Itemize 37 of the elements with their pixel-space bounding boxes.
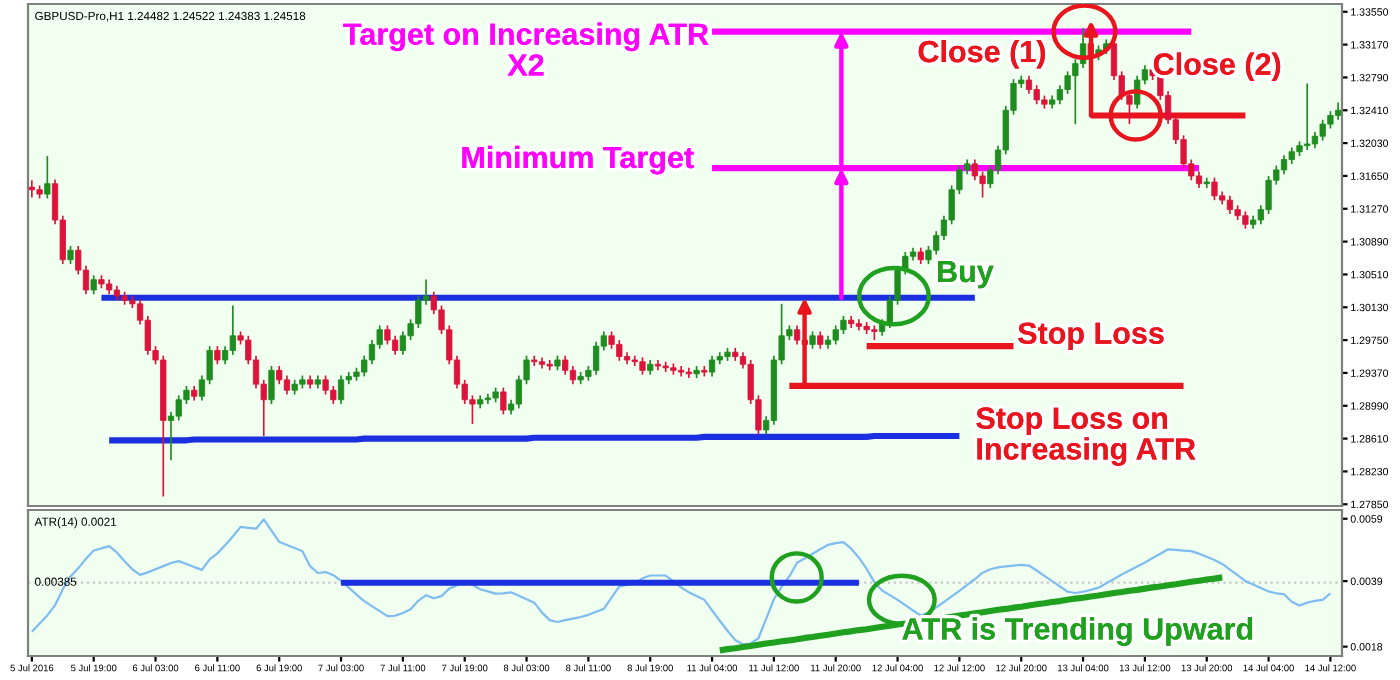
annotation: Close (1) bbox=[918, 39, 1045, 69]
annotation: Stop Loss on Increasing ATR bbox=[976, 407, 1196, 466]
candlestick bbox=[1033, 84, 1040, 106]
candlestick bbox=[268, 365, 275, 405]
candlestick bbox=[1226, 194, 1234, 215]
candlestick bbox=[832, 324, 839, 346]
candlestick bbox=[90, 274, 97, 296]
annotation: Target on Increasing ATR X2 bbox=[343, 22, 709, 76]
candlestick bbox=[500, 386, 507, 416]
candlestick bbox=[616, 339, 623, 362]
candlestick bbox=[1280, 154, 1288, 176]
annotation: Buy bbox=[938, 260, 994, 289]
candlestick bbox=[562, 354, 569, 376]
candlestick bbox=[214, 345, 221, 366]
candlestick bbox=[1211, 176, 1218, 201]
candlestick bbox=[44, 155, 51, 200]
candlestick bbox=[67, 245, 74, 265]
line-series bbox=[30, 518, 1332, 646]
candlestick bbox=[569, 365, 577, 386]
candlestick bbox=[337, 374, 345, 405]
annotation: Stop Loss bbox=[1018, 322, 1164, 351]
candlestick bbox=[399, 330, 406, 356]
candlestick bbox=[322, 374, 329, 396]
candlestick bbox=[1304, 82, 1311, 151]
candlestick bbox=[229, 304, 236, 356]
annotation: Close (2) bbox=[1153, 52, 1281, 81]
candlestick bbox=[1025, 74, 1033, 95]
candlestick bbox=[793, 324, 801, 346]
candlestick bbox=[392, 334, 399, 356]
candlestick bbox=[592, 340, 600, 376]
candlestick bbox=[330, 385, 337, 405]
candlestick bbox=[971, 158, 978, 182]
annotation: Minimum Target bbox=[462, 145, 694, 175]
candlestick bbox=[283, 374, 291, 396]
candlestick bbox=[1319, 118, 1326, 142]
point bbox=[1108, 89, 1163, 142]
candlestick bbox=[708, 354, 716, 378]
